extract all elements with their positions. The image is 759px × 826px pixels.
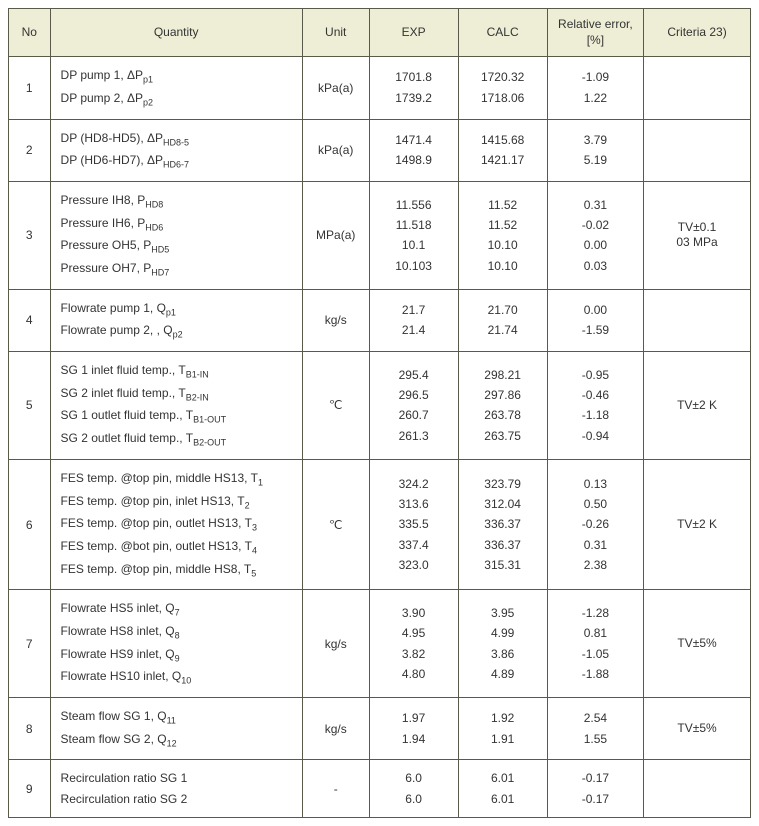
header-row: No Quantity Unit EXP CALC Relative error…	[9, 9, 751, 57]
cell-exp: 1701.81739.2	[369, 57, 458, 119]
table-row: 7Flowrate HS5 inlet, Q7Flowrate HS8 inle…	[9, 590, 751, 698]
cell-quantity: DP (HD8-HD5), ΔPHD8-5DP (HD6-HD7), ΔPHD6…	[50, 119, 302, 181]
cell-criteria	[644, 57, 751, 119]
cell-criteria	[644, 289, 751, 351]
table-row: 8Steam flow SG 1, Q11Steam flow SG 2, Q1…	[9, 698, 751, 760]
header-unit: Unit	[302, 9, 369, 57]
cell-calc: 3.954.993.864.89	[458, 590, 547, 698]
table-row: 9Recirculation ratio SG 1Recirculation r…	[9, 760, 751, 818]
cell-no: 5	[9, 352, 51, 460]
cell-unit: kPa(a)	[302, 57, 369, 119]
cell-exp: 324.2313.6335.5337.4323.0	[369, 459, 458, 589]
cell-relerr: -1.280.81-1.05-1.88	[547, 590, 643, 698]
header-relerr: Relative error, [%]	[547, 9, 643, 57]
cell-unit: ℃	[302, 459, 369, 589]
cell-calc: 1720.321718.06	[458, 57, 547, 119]
table-row: 5SG 1 inlet fluid temp., TB1-INSG 2 inle…	[9, 352, 751, 460]
cell-exp: 295.4296.5260.7261.3	[369, 352, 458, 460]
header-criteria: Criteria 23)	[644, 9, 751, 57]
cell-calc: 21.7021.74	[458, 289, 547, 351]
cell-calc: 6.016.01	[458, 760, 547, 818]
cell-unit: kPa(a)	[302, 119, 369, 181]
cell-calc: 11.5211.5210.1010.10	[458, 181, 547, 289]
cell-exp: 1471.41498.9	[369, 119, 458, 181]
cell-calc: 298.21297.86263.78263.75	[458, 352, 547, 460]
cell-no: 7	[9, 590, 51, 698]
cell-relerr: 0.00-1.59	[547, 289, 643, 351]
cell-relerr: 3.795.19	[547, 119, 643, 181]
cell-quantity: DP pump 1, ΔPp1DP pump 2, ΔPp2	[50, 57, 302, 119]
cell-quantity: SG 1 inlet fluid temp., TB1-INSG 2 inlet…	[50, 352, 302, 460]
cell-calc: 1415.681421.17	[458, 119, 547, 181]
cell-no: 9	[9, 760, 51, 818]
cell-criteria: TV±2 K	[644, 459, 751, 589]
cell-quantity: Steam flow SG 1, Q11Steam flow SG 2, Q12	[50, 698, 302, 760]
cell-relerr: -0.17-0.17	[547, 760, 643, 818]
cell-criteria: TV±5%	[644, 590, 751, 698]
cell-criteria: TV±0.103 MPa	[644, 181, 751, 289]
header-no: No	[9, 9, 51, 57]
cell-no: 2	[9, 119, 51, 181]
cell-no: 1	[9, 57, 51, 119]
cell-relerr: -0.95-0.46-1.18-0.94	[547, 352, 643, 460]
cell-quantity: FES temp. @top pin, middle HS13, T1FES t…	[50, 459, 302, 589]
cell-quantity: Recirculation ratio SG 1Recirculation ra…	[50, 760, 302, 818]
cell-no: 8	[9, 698, 51, 760]
cell-criteria: TV±5%	[644, 698, 751, 760]
table-row: 3Pressure IH8, PHD8Pressure IH6, PHD6Pre…	[9, 181, 751, 289]
header-quantity: Quantity	[50, 9, 302, 57]
cell-unit: ℃	[302, 352, 369, 460]
data-table: No Quantity Unit EXP CALC Relative error…	[8, 8, 751, 818]
cell-unit: kg/s	[302, 289, 369, 351]
cell-criteria	[644, 119, 751, 181]
cell-unit: MPa(a)	[302, 181, 369, 289]
cell-exp: 3.904.953.824.80	[369, 590, 458, 698]
table-row: 2DP (HD8-HD5), ΔPHD8-5DP (HD6-HD7), ΔPHD…	[9, 119, 751, 181]
cell-unit: kg/s	[302, 590, 369, 698]
cell-exp: 1.971.94	[369, 698, 458, 760]
cell-relerr: -1.091.22	[547, 57, 643, 119]
cell-no: 6	[9, 459, 51, 589]
cell-exp: 6.06.0	[369, 760, 458, 818]
table-row: 1DP pump 1, ΔPp1DP pump 2, ΔPp2kPa(a)170…	[9, 57, 751, 119]
cell-exp: 11.55611.51810.110.103	[369, 181, 458, 289]
cell-relerr: 0.31-0.020.000.03	[547, 181, 643, 289]
header-exp: EXP	[369, 9, 458, 57]
cell-calc: 1.921.91	[458, 698, 547, 760]
table-row: 6FES temp. @top pin, middle HS13, T1FES …	[9, 459, 751, 589]
cell-quantity: Flowrate pump 1, Qp1Flowrate pump 2, , Q…	[50, 289, 302, 351]
cell-exp: 21.721.4	[369, 289, 458, 351]
cell-relerr: 0.130.50-0.260.312.38	[547, 459, 643, 589]
cell-no: 4	[9, 289, 51, 351]
cell-criteria: TV±2 K	[644, 352, 751, 460]
cell-unit: kg/s	[302, 698, 369, 760]
cell-quantity: Flowrate HS5 inlet, Q7Flowrate HS8 inlet…	[50, 590, 302, 698]
cell-relerr: 2.541.55	[547, 698, 643, 760]
cell-calc: 323.79312.04336.37336.37315.31	[458, 459, 547, 589]
header-calc: CALC	[458, 9, 547, 57]
table-row: 4Flowrate pump 1, Qp1Flowrate pump 2, , …	[9, 289, 751, 351]
cell-criteria	[644, 760, 751, 818]
cell-unit: -	[302, 760, 369, 818]
cell-no: 3	[9, 181, 51, 289]
cell-quantity: Pressure IH8, PHD8Pressure IH6, PHD6Pres…	[50, 181, 302, 289]
